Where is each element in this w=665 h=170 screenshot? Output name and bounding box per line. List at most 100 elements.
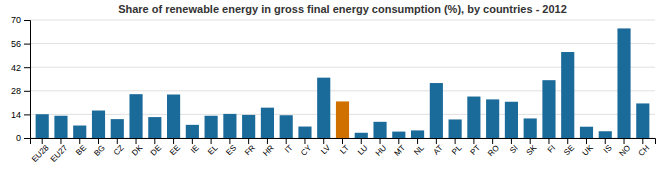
y-tick: 42 [11,63,30,73]
y-tick-label: 56 [11,39,21,49]
bar [317,78,330,138]
x-tick: LT [338,138,351,156]
x-tick-label: LU [356,143,370,157]
bar [205,116,218,138]
bar [449,119,462,138]
x-tick-mark [473,138,474,144]
bar [298,127,311,138]
x-tick: EE [168,138,182,157]
x-tick-mark [248,138,249,144]
x-tick-mark [98,138,99,144]
y-tick-mark [24,20,30,21]
x-tick-label: EU27 [49,143,70,164]
x-tick: SK [525,138,539,157]
x-tick: LV [319,138,332,156]
x-tick-label: SI [508,143,520,155]
bar [92,111,105,138]
bar [223,114,236,138]
x-tick-mark [304,138,305,144]
y-tick-label: 70 [11,15,21,25]
x-tick-label: CY [299,143,314,158]
x-tick-mark [267,138,268,144]
x-tick-label: BG [92,143,107,158]
x-tick: PL [450,138,464,157]
bar [617,28,630,138]
x-tick-mark [511,138,512,144]
x-tick-mark [323,138,324,144]
x-tick-mark [229,138,230,144]
y-tick-mark [24,138,30,139]
bar [505,102,518,138]
x-tick: IT [283,138,294,155]
bar [73,126,86,138]
x-tick-label: IE [189,143,201,155]
x-tick-label: DE [149,143,163,157]
x-tick-label: FR [243,143,257,157]
bar [336,101,349,138]
x-tick: SE [562,138,576,157]
bar [430,83,443,138]
x-tick-mark [586,138,587,144]
x-tick-mark [530,138,531,144]
y-tick: 28 [11,86,30,96]
x-tick-mark [136,138,137,144]
x-tick: EL [206,138,220,157]
x-tick: PT [469,138,483,157]
y-tick: 70 [11,15,30,25]
bar [580,127,593,138]
grid [30,20,655,138]
x-tick: EU27 [49,138,70,164]
y-tick: 56 [11,39,30,49]
bars [36,28,650,138]
x-axis: EU28EU27BEBGCZDKDEEEIEELESFRHRITCYLVLTLU… [30,138,655,164]
x-tick-label: PT [469,143,483,157]
x-tick-label: PL [450,143,464,157]
x-tick: FR [243,138,257,157]
x-tick-mark [361,138,362,144]
y-axis: 01428425670 [11,15,31,143]
grid-line [30,43,655,44]
y-tick-mark [24,114,30,115]
chart-container: 01428425670EU28EU27BEBGCZDKDEEEIEELESFRH… [0,0,665,170]
x-tick-mark [436,138,437,144]
x-tick: NO [618,138,633,158]
bar [148,117,161,138]
x-tick-label: ES [224,143,238,157]
x-tick-mark [173,138,174,144]
x-tick-label: IT [283,143,294,154]
x-tick: HU [374,138,389,158]
x-tick-label: IS [602,143,614,155]
grid-line [30,20,655,21]
bar [355,133,368,138]
x-tick-label: CZ [112,143,126,157]
bar [542,80,555,138]
x-tick-mark [492,138,493,144]
y-tick-mark [24,91,30,92]
x-tick: ES [224,138,238,157]
y-tick-label: 42 [11,63,21,73]
x-tick-mark [567,138,568,144]
bar [561,52,574,138]
x-tick: NL [412,138,426,157]
x-tick: CH [637,138,652,158]
bar [280,115,293,138]
x-tick-label: MT [393,143,408,158]
x-tick-mark [398,138,399,144]
x-tick-mark [79,138,80,144]
x-tick-mark [42,138,43,144]
x-tick: HR [261,138,276,158]
x-tick-mark [117,138,118,144]
x-tick-label: LT [338,143,351,156]
x-tick: LU [356,138,370,157]
x-tick-label: AT [432,143,445,156]
bar [261,108,274,138]
x-tick: SI [508,138,520,155]
y-tick-label: 0 [16,133,21,143]
x-tick-label: DK [130,143,145,158]
x-tick-label: NO [618,143,633,158]
x-tick-label: SK [525,143,539,157]
x-tick: EU28 [30,138,51,164]
x-tick-mark [154,138,155,144]
chart-svg: 01428425670EU28EU27BEBGCZDKDEEEIEELESFRH… [0,0,665,170]
x-axis-line [31,139,656,145]
